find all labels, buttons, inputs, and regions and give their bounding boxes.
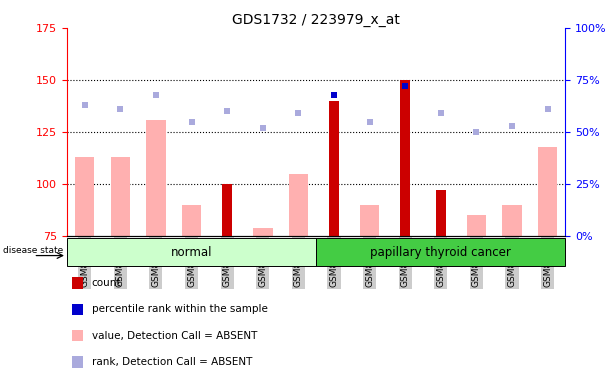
Text: normal: normal: [171, 246, 212, 259]
Bar: [253, 228, 272, 236]
Bar: [538, 147, 558, 236]
Text: percentile rank within the sample: percentile rank within the sample: [92, 304, 268, 314]
Bar: [316, 238, 565, 266]
Bar: [75, 157, 94, 236]
Bar: [466, 215, 486, 236]
Bar: [436, 190, 446, 236]
Bar: [329, 101, 339, 236]
Bar: [67, 238, 316, 266]
Title: GDS1732 / 223979_x_at: GDS1732 / 223979_x_at: [232, 13, 400, 27]
Bar: [111, 157, 130, 236]
Text: papillary thyroid cancer: papillary thyroid cancer: [370, 246, 511, 259]
Bar: [72, 304, 83, 315]
Bar: [502, 205, 522, 236]
Bar: [72, 330, 83, 341]
Bar: [182, 205, 201, 236]
Bar: [400, 80, 410, 236]
Bar: [72, 278, 83, 289]
Bar: [146, 120, 166, 236]
Text: value, Detection Call = ABSENT: value, Detection Call = ABSENT: [92, 331, 257, 340]
Text: rank, Detection Call = ABSENT: rank, Detection Call = ABSENT: [92, 357, 252, 367]
Bar: [222, 184, 232, 236]
Bar: [360, 205, 379, 236]
Bar: [289, 174, 308, 236]
Bar: [72, 356, 83, 368]
Text: disease state: disease state: [4, 246, 64, 255]
Text: count: count: [92, 278, 122, 288]
